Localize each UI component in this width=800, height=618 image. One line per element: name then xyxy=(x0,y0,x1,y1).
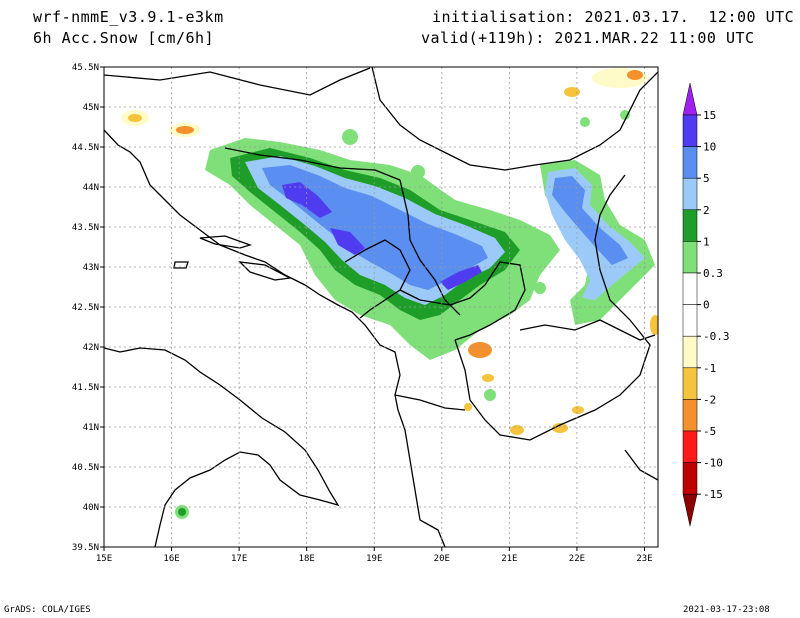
country-border xyxy=(224,147,401,181)
snow-cell xyxy=(534,282,546,294)
colorbar-bin xyxy=(682,272,698,305)
melt-area xyxy=(650,315,658,335)
melt-area xyxy=(552,423,568,433)
grads-credit: GrADS: COLA/IGES xyxy=(4,605,91,615)
init-time: initialisation: 2021.03.17. 12:00 UTC xyxy=(432,8,795,26)
melt-area xyxy=(572,406,584,414)
lon-label: 20E xyxy=(434,554,450,564)
colorbar-bin xyxy=(682,430,698,463)
colorbar-label: 1 xyxy=(703,235,710,248)
snow-area-10to15 xyxy=(440,265,482,290)
colorbar-label: -5 xyxy=(703,425,716,438)
snow-area-5to10 xyxy=(552,176,628,265)
colorbar-label: -2 xyxy=(703,393,716,406)
colorbar-bin xyxy=(682,304,698,337)
lon-label: 18E xyxy=(299,554,315,564)
snow-area-10to15 xyxy=(282,182,332,218)
melt-area xyxy=(128,114,142,122)
variable-title: 6h Acc.Snow [cm/6h] xyxy=(33,29,215,47)
island xyxy=(199,235,253,249)
lon-label: 16E xyxy=(163,554,179,564)
colorbar: 15 10 5 2 1 0.3 0 -0.3 -1 -2 -5 -10 -15 xyxy=(682,82,730,527)
lat-label: 42.5N xyxy=(72,303,99,313)
colorbar-label: -0.3 xyxy=(703,330,730,343)
lat-label: 40N xyxy=(83,503,99,513)
lat-label: 44N xyxy=(83,183,99,193)
lon-label: 22E xyxy=(569,554,585,564)
colorbar-label: -1 xyxy=(703,362,716,375)
lat-label: 44.5N xyxy=(72,143,99,153)
colorbar-top-arrow xyxy=(682,82,698,116)
lat-label: 40.5N xyxy=(72,463,99,473)
lon-label: 23E xyxy=(636,554,652,564)
colorbar-bin xyxy=(682,367,698,400)
snow-cell xyxy=(580,117,590,127)
melt-area xyxy=(564,87,580,97)
lat-label: 42N xyxy=(83,343,99,353)
melt-area xyxy=(468,342,492,358)
country-border xyxy=(104,67,371,96)
lat-label: 45.5N xyxy=(72,63,99,73)
melt-area xyxy=(627,70,643,80)
colorbar-label: 0 xyxy=(703,299,710,312)
colorbar-label: 10 xyxy=(703,141,716,154)
melt-area xyxy=(482,374,494,382)
colorbar-bin xyxy=(682,114,698,147)
snow-cell xyxy=(411,165,425,179)
colorbar-label: 2 xyxy=(703,204,710,217)
colorbar-bin xyxy=(682,146,698,179)
colorbar-bin xyxy=(682,462,698,495)
colorbar-bin xyxy=(682,177,698,211)
lat-lon-grid xyxy=(104,67,658,547)
colorbar-bin xyxy=(682,399,698,432)
lat-label: 45N xyxy=(83,103,99,113)
melt-area xyxy=(510,425,524,435)
snow-cell xyxy=(620,110,630,120)
render-timestamp: 2021-03-17-23:08 xyxy=(683,605,770,615)
colorbar-label: 5 xyxy=(703,172,710,185)
italy-coast xyxy=(104,347,340,547)
island xyxy=(238,261,293,281)
model-title: wrf-nmmE_v3.9.1-e3km xyxy=(33,8,224,26)
adriatic-east-coast xyxy=(104,129,446,547)
island xyxy=(173,261,189,269)
snow-cell xyxy=(342,129,358,145)
lat-label: 39.5N xyxy=(72,543,99,553)
lat-label: 43.5N xyxy=(72,223,99,233)
colorbar-label: 0.3 xyxy=(703,267,723,280)
valid-time: valid(+119h): 2021.MAR.22 11:00 UTC xyxy=(421,29,755,47)
snow-cell xyxy=(178,508,186,516)
country-border xyxy=(399,261,526,341)
lat-label: 41N xyxy=(83,423,99,433)
melt-area xyxy=(464,403,472,411)
country-border xyxy=(394,394,466,411)
lat-label: 43N xyxy=(83,263,99,273)
country-border xyxy=(371,67,658,171)
lon-label: 15E xyxy=(96,554,112,564)
lon-label: 19E xyxy=(366,554,382,564)
snow-field xyxy=(121,68,658,519)
melt-area xyxy=(176,126,194,134)
colorbar-bin xyxy=(682,209,698,242)
country-border xyxy=(454,174,651,441)
snow-area-5to10 xyxy=(262,165,488,290)
lon-label: 17E xyxy=(231,554,247,564)
lon-label: 21E xyxy=(501,554,517,564)
country-border xyxy=(624,449,658,481)
country-border xyxy=(519,319,656,341)
lat-label: 41.5N xyxy=(72,383,99,393)
colorbar-bottom-arrow xyxy=(682,493,698,527)
colorbar-label: 15 xyxy=(703,109,716,122)
country-border xyxy=(399,179,461,316)
snow-cell xyxy=(484,389,496,401)
colorbar-bin xyxy=(682,335,698,369)
colorbar-bin xyxy=(682,241,698,274)
snow-area-10to15 xyxy=(330,228,365,255)
axis-labels: 45.5N 45N 44.5N 44N 43.5N 43N 42.5N 42N 41.5N 41N… xyxy=(72,63,653,564)
colorbar-label: -10 xyxy=(703,457,723,470)
colorbar-label: -15 xyxy=(703,488,723,501)
